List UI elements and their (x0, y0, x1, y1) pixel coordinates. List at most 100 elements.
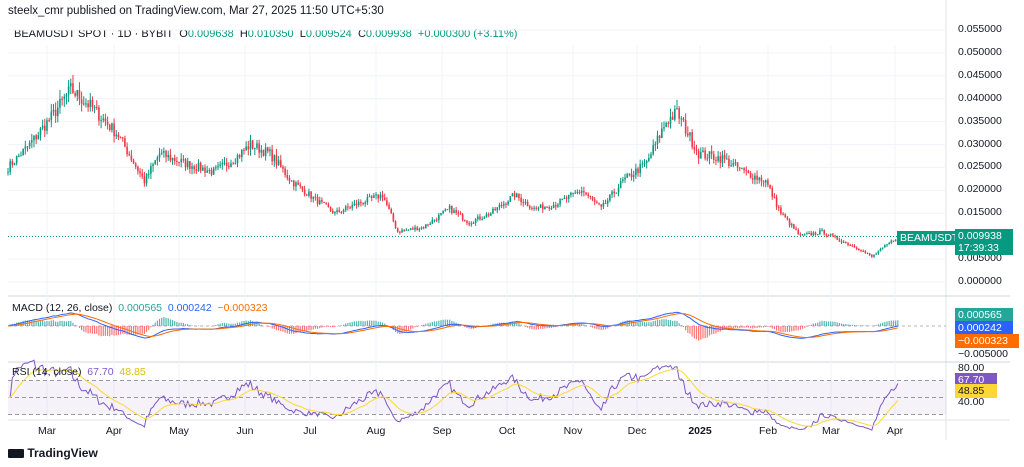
candle-body (143, 176, 146, 184)
candle-body (290, 180, 293, 182)
candle-body (875, 253, 877, 255)
symbol-label[interactable]: BEAMUSDT SPOT · 1D · BYBIT (14, 28, 174, 40)
candle-body (208, 169, 211, 171)
candle-body (598, 203, 600, 205)
candle-body (429, 223, 431, 225)
candle-body (349, 207, 351, 209)
candle-body (738, 167, 741, 169)
candle-body (414, 227, 416, 230)
time-tick: Oct (498, 425, 516, 437)
candle-body (364, 202, 367, 204)
candle-body (308, 191, 310, 196)
candle-body (455, 210, 457, 213)
candle-body (648, 157, 650, 161)
candle-body (541, 204, 544, 210)
candle-body (247, 146, 250, 150)
candle-body (886, 244, 888, 246)
candle-body (650, 154, 652, 158)
candle-body (745, 170, 748, 172)
candle-body (496, 207, 499, 211)
candle-body (489, 213, 492, 216)
candle-body (331, 210, 334, 214)
candle-body (418, 228, 421, 231)
candle-body (379, 194, 382, 199)
price-tick: 0.045000 (958, 68, 1002, 81)
price-tick: 0.020000 (958, 183, 1002, 196)
candle-body (760, 177, 763, 182)
candle-body (33, 135, 35, 141)
low-value: 0.009524 (305, 28, 352, 40)
candle-body (195, 169, 198, 171)
candle-body (225, 162, 228, 166)
candle-body (184, 159, 187, 168)
candle-body (249, 140, 252, 150)
candle-body (758, 177, 761, 180)
price-tick: 0.030000 (958, 137, 1002, 150)
candle-body (186, 161, 189, 168)
candle-body (355, 203, 358, 206)
candle-body (502, 203, 505, 206)
tradingview-logo[interactable]: TradingView (8, 446, 98, 460)
candle-body (762, 181, 765, 183)
candle-body (834, 235, 836, 237)
candle-body (210, 169, 213, 175)
candle-body (262, 149, 265, 156)
candle-body (533, 207, 535, 209)
candle-body (712, 154, 715, 160)
candle-body (474, 219, 477, 224)
candle-body (754, 175, 756, 180)
candle-body (193, 166, 195, 170)
candle-body (167, 154, 170, 158)
candle-body (617, 187, 620, 193)
candle-body (303, 189, 306, 195)
candle-body (554, 205, 557, 207)
candle-body (877, 251, 880, 254)
candle-body (847, 242, 849, 245)
candle-body (522, 202, 525, 204)
candle-body (48, 120, 50, 122)
candle-body (793, 224, 795, 229)
candle-body (888, 242, 890, 245)
candle-body (466, 221, 468, 223)
candle-body (808, 232, 810, 234)
candle-body (780, 207, 782, 214)
candle-body (180, 159, 182, 163)
time-tick: 2025 (688, 425, 712, 437)
candle-body (74, 93, 76, 96)
candle-body (392, 213, 395, 222)
candle-body (472, 223, 475, 225)
macd-label[interactable]: MACD (12, 26, close) (12, 302, 113, 314)
candle-body (368, 196, 371, 198)
candle-body (41, 125, 44, 129)
candle-body (230, 163, 232, 168)
candle-body (589, 196, 592, 198)
candle-body (275, 155, 278, 165)
candle-body (409, 228, 412, 230)
candle-body (399, 231, 401, 233)
candle-body (370, 196, 373, 198)
symbol-price-tag: BEAMUSDT (897, 231, 962, 245)
candle-body (254, 147, 256, 149)
time-tick: Jul (303, 425, 317, 437)
candle-body (645, 160, 648, 164)
candle-body (340, 212, 343, 214)
low-label: L (299, 28, 306, 40)
candle-body (591, 197, 594, 200)
candle-body (156, 157, 159, 161)
price-tick: 0.050000 (958, 45, 1002, 58)
candle-body (777, 206, 780, 208)
candle-body (56, 107, 59, 117)
candle-body (336, 210, 338, 213)
change-value: +0.000300 (+3.11%) (417, 28, 518, 40)
rsi-label[interactable]: RSI (14, close) (12, 366, 82, 378)
price-tick: 0.035000 (958, 114, 1002, 127)
candle-body (80, 99, 83, 104)
candle-body (583, 191, 585, 193)
candle-body (751, 178, 754, 180)
candle-body (31, 140, 33, 143)
candle-body (288, 178, 291, 181)
candle-body (561, 198, 564, 200)
candle-body (24, 146, 27, 149)
